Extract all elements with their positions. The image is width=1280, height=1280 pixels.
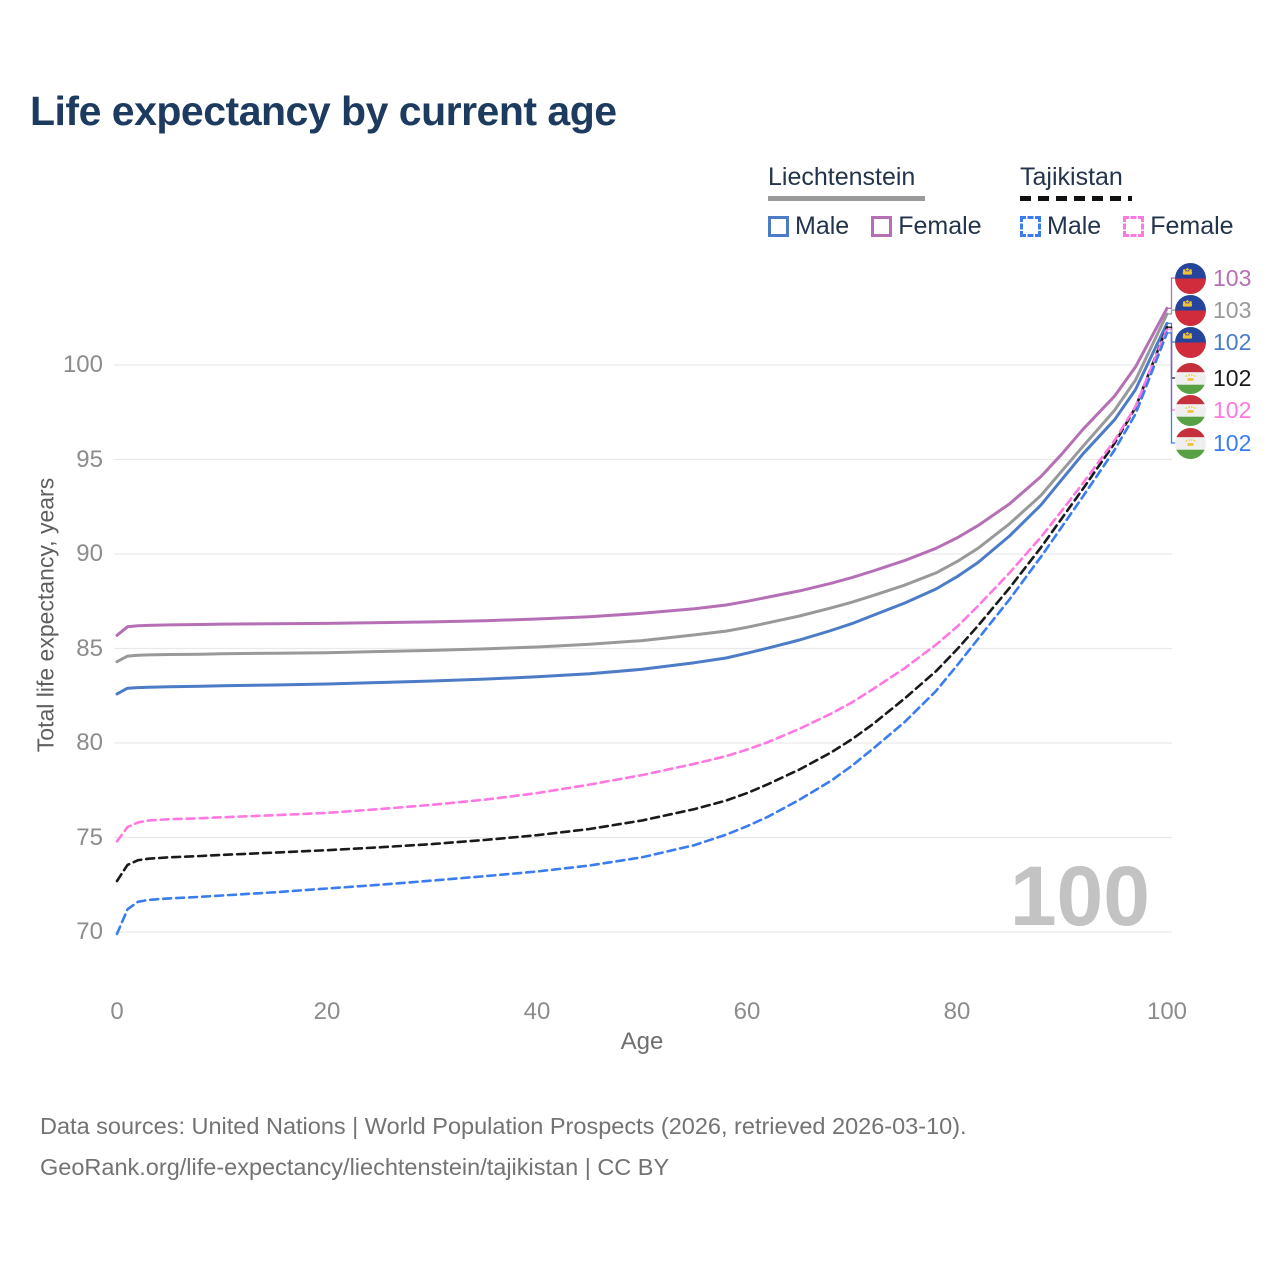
x-tick-label-0: 0: [110, 998, 124, 1025]
x-tick-label-100: 100: [1146, 998, 1188, 1025]
female-solid-swatch-icon: [871, 216, 893, 237]
legend-group-liechtenstein: Liechtenstein Male Female: [768, 163, 982, 241]
y-tick-label-85: 85: [76, 634, 103, 662]
end-label-tajikistan-male: 102: [1175, 427, 1252, 459]
end-value-label: 103: [1213, 264, 1252, 291]
legend-line-sample-tajikistan: [1020, 196, 1132, 201]
legend-country-tajikistan: Tajikistan: [1020, 163, 1123, 191]
y-axis-title: Total life expectancy, years: [32, 477, 59, 753]
liechtenstein-flag-icon: [1175, 294, 1206, 326]
tajikistan-flag-icon: [1175, 362, 1206, 394]
page-title: Life expectancy by current age: [30, 88, 617, 134]
legend-country-liechtenstein: Liechtenstein: [768, 163, 916, 191]
end-label-tajikistan-all: 102: [1175, 362, 1252, 394]
end-label-connector-tajikistan-male: [1167, 332, 1176, 444]
y-tick-label-95: 95: [76, 445, 103, 473]
liechtenstein-flag-icon: [1175, 326, 1206, 358]
end-label-connector-liechtenstein-female: [1167, 277, 1176, 309]
tajikistan-flag-icon: [1175, 427, 1206, 459]
y-tick-label-90: 90: [76, 540, 103, 567]
y-tick-label-75: 75: [76, 823, 103, 851]
series-line-tajikistan-all[interactable]: [115, 325, 1169, 883]
male-dashed-swatch-icon: [1020, 216, 1041, 237]
y-tick-label-80: 80: [76, 729, 103, 756]
footer-line-url: GeoRank.org/life-expectancy/liechtenstei…: [40, 1154, 670, 1181]
y-tick-label-70: 70: [76, 918, 103, 945]
end-label-liechtenstein-all: 103: [1175, 294, 1252, 326]
x-tick-label-20: 20: [313, 998, 341, 1025]
male-solid-swatch-icon: [768, 216, 789, 237]
end-label-liechtenstein-male: 102: [1175, 326, 1252, 358]
y-tick-label-100: 100: [62, 351, 103, 378]
legend-item-liechtenstein-male[interactable]: Male: [768, 212, 849, 241]
end-value-label: 103: [1213, 296, 1252, 323]
series-line-liechtenstein-all[interactable]: [115, 312, 1169, 664]
end-value-label: 102: [1213, 364, 1252, 391]
legend-item-label: Female: [898, 212, 982, 240]
legend-item-label: Male: [1047, 212, 1102, 240]
series-line-liechtenstein-female[interactable]: [115, 306, 1169, 637]
footer-line-sources: Data sources: United Nations | World Pop…: [40, 1113, 967, 1139]
legend-item-label: Female: [1150, 212, 1234, 240]
legend-line-sample-liechtenstein: [768, 196, 925, 201]
end-label-connector-liechtenstein-all: [1167, 309, 1176, 315]
end-label-liechtenstein-female: 103: [1175, 262, 1252, 294]
series-line-tajikistan-male[interactable]: [115, 331, 1169, 936]
series-line-tajikistan-female[interactable]: [115, 327, 1169, 843]
end-value-label: 102: [1213, 396, 1252, 423]
legend-item-liechtenstein-female[interactable]: Female: [871, 212, 982, 241]
legend-item-label: Male: [795, 212, 850, 240]
liechtenstein-flag-icon: [1175, 262, 1206, 294]
end-value-label: 102: [1213, 429, 1252, 456]
legend-item-tajikistan-male[interactable]: Male: [1020, 212, 1101, 241]
legend-group-tajikistan: Tajikistan Male Female: [1020, 163, 1234, 241]
female-dashed-swatch-icon: [1123, 216, 1145, 237]
x-tick-label-60: 60: [733, 998, 761, 1025]
end-value-label: 102: [1213, 328, 1252, 355]
hover-age-watermark: 100: [1009, 849, 1150, 943]
x-axis-title: Age: [620, 1028, 664, 1055]
end-label-tajikistan-female: 102: [1175, 394, 1252, 426]
x-tick-label-40: 40: [523, 998, 551, 1025]
x-tick-label-80: 80: [943, 998, 971, 1025]
data-source-footer: Data sources: United Nations | World Pop…: [40, 1106, 967, 1188]
tajikistan-flag-icon: [1175, 394, 1206, 426]
legend-item-tajikistan-female[interactable]: Female: [1123, 212, 1234, 241]
series-line-liechtenstein-male[interactable]: [115, 321, 1169, 696]
